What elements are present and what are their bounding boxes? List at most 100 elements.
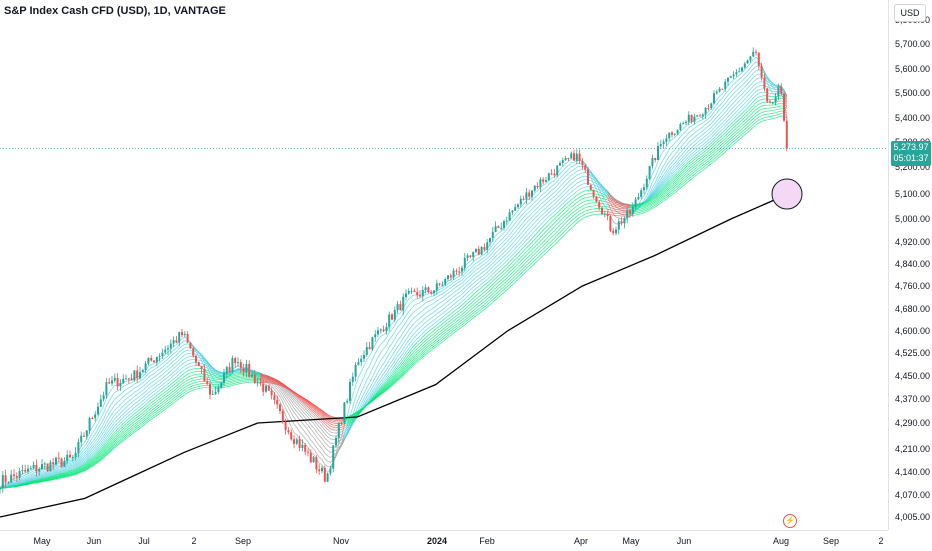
ribbon-segment (512, 256, 515, 259)
ribbon-segment (680, 149, 683, 152)
ribbon-segment (745, 124, 748, 127)
ribbon-segment (386, 340, 389, 345)
ribbon-segment (395, 327, 398, 332)
ribbon-segment (434, 322, 437, 324)
ribbon-segment (535, 248, 538, 251)
ribbon-segment (568, 163, 571, 166)
ribbon-segment (756, 74, 759, 75)
ribbon-segment (574, 216, 577, 218)
ribbon-segment (112, 422, 115, 426)
ribbon-segment (218, 373, 221, 374)
ribbon-segment (137, 392, 140, 394)
ribbon-segment (442, 308, 445, 310)
ribbon-segment (328, 433, 331, 435)
ribbon-segment (297, 411, 300, 415)
ribbon-segment (459, 283, 462, 285)
ribbon-segment (748, 124, 751, 127)
ribbon-segment (143, 392, 146, 394)
ribbon-segment (762, 99, 765, 100)
ribbon-segment (498, 280, 501, 282)
ribbon-segment (720, 141, 723, 143)
ribbon-segment (160, 407, 163, 409)
ribbon-segment (498, 289, 501, 291)
ribbon-segment (554, 235, 557, 238)
ribbon-segment (126, 416, 129, 418)
ribbon-segment (694, 139, 697, 141)
chart-canvas[interactable] (0, 0, 888, 530)
ribbon-segment (193, 377, 196, 378)
ribbon-segment (521, 265, 524, 268)
ribbon-segment (473, 313, 476, 315)
ribbon-segment (160, 367, 163, 369)
ribbon-segment (546, 240, 549, 243)
ribbon-segment (168, 353, 171, 356)
ribbon-segment (580, 188, 583, 189)
ribbon-segment (549, 233, 552, 236)
ribbon-segment (157, 393, 160, 395)
ribbon-segment (490, 249, 493, 252)
ribbon-segment (529, 242, 532, 245)
ribbon-segment (734, 112, 737, 115)
ribbon-segment (692, 149, 695, 152)
ribbon-segment (734, 128, 737, 131)
ribbon-segment (462, 309, 465, 312)
ribbon-segment (462, 280, 465, 283)
ribbon-segment (708, 112, 711, 115)
ribbon-segment (490, 297, 493, 300)
ribbon-segment (395, 352, 398, 357)
ribbon-segment (230, 378, 233, 379)
ribbon-segment (759, 89, 762, 90)
ribbon-segment (742, 114, 745, 117)
ribbon-segment (672, 143, 675, 146)
ribbon-segment (566, 220, 569, 223)
ribbon-segment (445, 297, 448, 299)
ribbon-segment (504, 287, 507, 289)
ribbon-segment (316, 447, 319, 451)
ribbon-segment (756, 93, 759, 95)
ribbon-segment (224, 384, 227, 385)
ribbon-segment (714, 154, 717, 156)
ribbon-segment (451, 289, 454, 291)
ribbon-segment (417, 303, 420, 304)
ribbon-segment (722, 133, 725, 136)
ribbon-segment (129, 407, 132, 409)
ribbon-segment (655, 170, 658, 177)
ribbon-segment (585, 210, 588, 211)
ribbon-segment (322, 430, 325, 434)
ribbon-segment (140, 415, 143, 417)
ribbon-segment (557, 217, 560, 220)
ribbon-segment (190, 386, 193, 387)
ribbon-segment (484, 293, 487, 295)
price-chart-area[interactable] (0, 0, 888, 530)
ribbon-segment (683, 177, 686, 179)
ribbon-segment (748, 89, 751, 92)
ribbon-segment (535, 244, 538, 247)
ribbon-segment (232, 376, 235, 377)
ribbon-segment (512, 232, 515, 235)
ribbon-segment (126, 405, 129, 407)
ribbon-segment (543, 223, 546, 226)
ribbon-segment (529, 226, 532, 229)
ribbon-segment (613, 221, 616, 224)
ribbon-segment (165, 374, 168, 376)
ribbon-segment (568, 221, 571, 224)
ribbon-segment (692, 160, 695, 162)
ribbon-segment (759, 100, 762, 101)
ribbon-segment (507, 251, 510, 254)
ribbon-segment (664, 154, 667, 159)
ribbon-segment (123, 426, 126, 429)
ribbon-segment (512, 218, 515, 222)
ribbon-segment (426, 341, 429, 343)
ribbon-segment (778, 108, 781, 109)
ribbon-segment (582, 208, 585, 209)
ribbon-segment (689, 144, 692, 146)
ribbon-segment (725, 124, 728, 127)
ribbon-segment (686, 127, 689, 131)
ribbon-segment (568, 159, 571, 162)
ribbon-segment (652, 169, 655, 174)
ribbon-segment (493, 291, 496, 294)
ribbon-segment (235, 379, 238, 380)
ribbon-segment (490, 253, 493, 256)
ribbon-segment (67, 466, 70, 467)
ribbon-segment (370, 350, 373, 356)
